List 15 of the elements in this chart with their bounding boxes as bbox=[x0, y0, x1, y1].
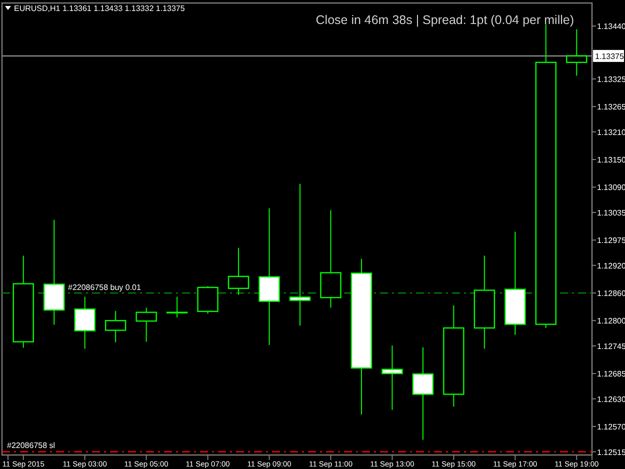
candlestick bbox=[289, 183, 311, 326]
candlestick bbox=[197, 286, 218, 314]
candlestick bbox=[382, 344, 403, 410]
ref-line-label: 1.13375 bbox=[595, 52, 624, 61]
chart-title: EURUSD,H1 1.13361 1.13433 1.13332 1.13375 bbox=[14, 4, 186, 13]
ref-line-label: #22086758 buy 0.01 bbox=[68, 282, 142, 292]
candlestick bbox=[166, 296, 188, 318]
candlestick bbox=[104, 310, 126, 343]
annotation: Close in 46m 38s | Spread: 1pt (0.04 per mille) bbox=[316, 13, 574, 27]
candlestick bbox=[566, 28, 588, 76]
candlestick bbox=[74, 296, 96, 350]
candlestick bbox=[228, 247, 250, 296]
ref-line-label: #22086758 sl bbox=[7, 440, 56, 450]
candlestick bbox=[412, 346, 434, 440]
candlestick bbox=[136, 307, 157, 342]
